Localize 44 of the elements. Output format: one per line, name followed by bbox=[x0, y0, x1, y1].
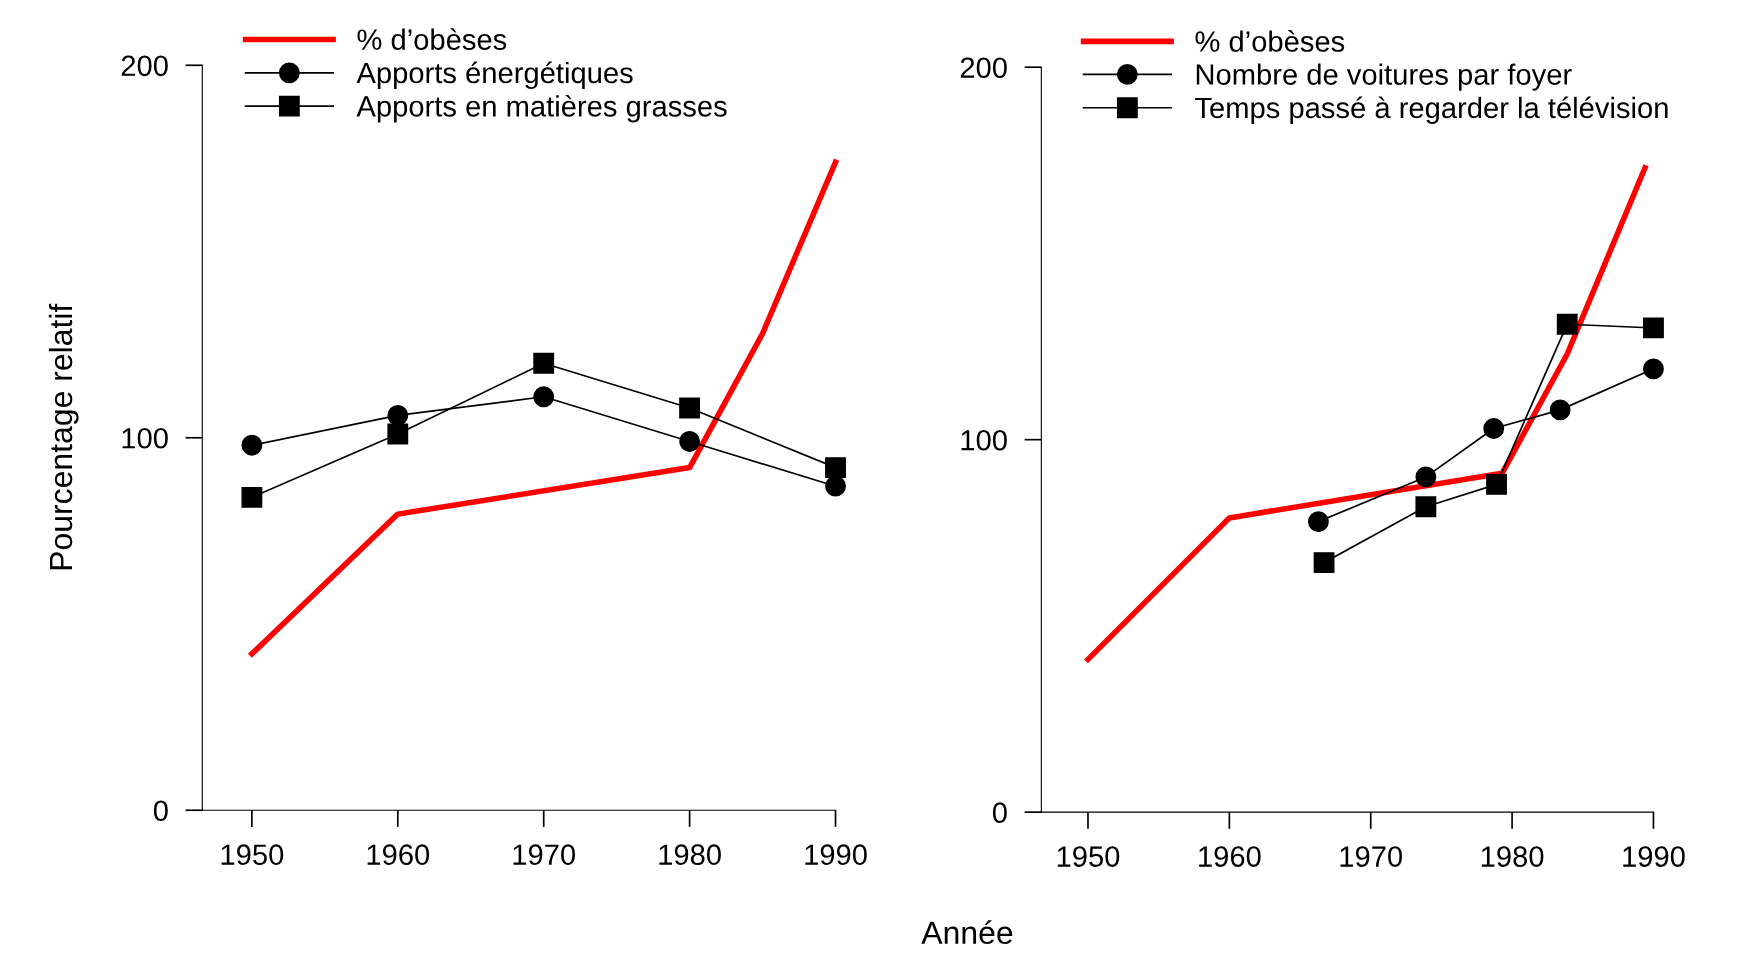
y-tick-label: 100 bbox=[122, 427, 168, 449]
legend-label: % d’obèses bbox=[1195, 30, 1345, 52]
point bbox=[241, 486, 263, 508]
point bbox=[533, 352, 555, 374]
x-tick-label: 1950 bbox=[221, 844, 284, 865]
legend-label: % d’obèses bbox=[357, 28, 507, 50]
point bbox=[533, 386, 555, 408]
y-tick-label: 200 bbox=[121, 55, 168, 77]
legend-label: Nombre de voitures par foyer bbox=[1196, 63, 1572, 91]
y-tick-label: 200 bbox=[960, 57, 1007, 79]
x-tick-label: 1980 bbox=[659, 844, 721, 865]
point bbox=[1643, 358, 1664, 380]
x-tick-label: 1970 bbox=[513, 844, 576, 865]
point bbox=[1486, 473, 1507, 495]
point bbox=[1313, 552, 1335, 574]
point bbox=[1415, 496, 1437, 518]
point bbox=[1556, 313, 1578, 335]
point bbox=[1643, 317, 1664, 339]
y-tick-label: 100 bbox=[961, 429, 1007, 451]
y-axis-title: Pourcentage relatif bbox=[48, 303, 79, 570]
x-tick-label: 1960 bbox=[367, 844, 430, 865]
x-tick-label: 1990 bbox=[805, 844, 867, 865]
point bbox=[1307, 511, 1329, 533]
x-tick-label: 1970 bbox=[1340, 846, 1403, 867]
x-tick-label: 1990 bbox=[1623, 846, 1685, 867]
x-tick-label: 1960 bbox=[1199, 846, 1261, 867]
point bbox=[1415, 466, 1437, 488]
point bbox=[387, 423, 409, 445]
point bbox=[1549, 399, 1571, 421]
point bbox=[679, 431, 701, 452]
y-tick-label: 0 bbox=[153, 800, 168, 822]
x-tick-label: 1950 bbox=[1057, 846, 1120, 867]
point bbox=[387, 404, 409, 426]
point bbox=[825, 457, 846, 478]
point bbox=[1483, 418, 1505, 439]
x-tick-label: 1980 bbox=[1481, 846, 1544, 867]
point bbox=[825, 475, 846, 497]
y-tick-label: 0 bbox=[992, 802, 1007, 824]
legend-label: Apports en matières grasses bbox=[356, 94, 727, 123]
point bbox=[679, 397, 701, 419]
x-axis-title: Année bbox=[921, 920, 1013, 945]
point bbox=[241, 434, 263, 456]
legend-label: Apports énergétiques bbox=[356, 61, 633, 90]
legend-label: Temps passé à regarder la télévision bbox=[1195, 96, 1668, 125]
